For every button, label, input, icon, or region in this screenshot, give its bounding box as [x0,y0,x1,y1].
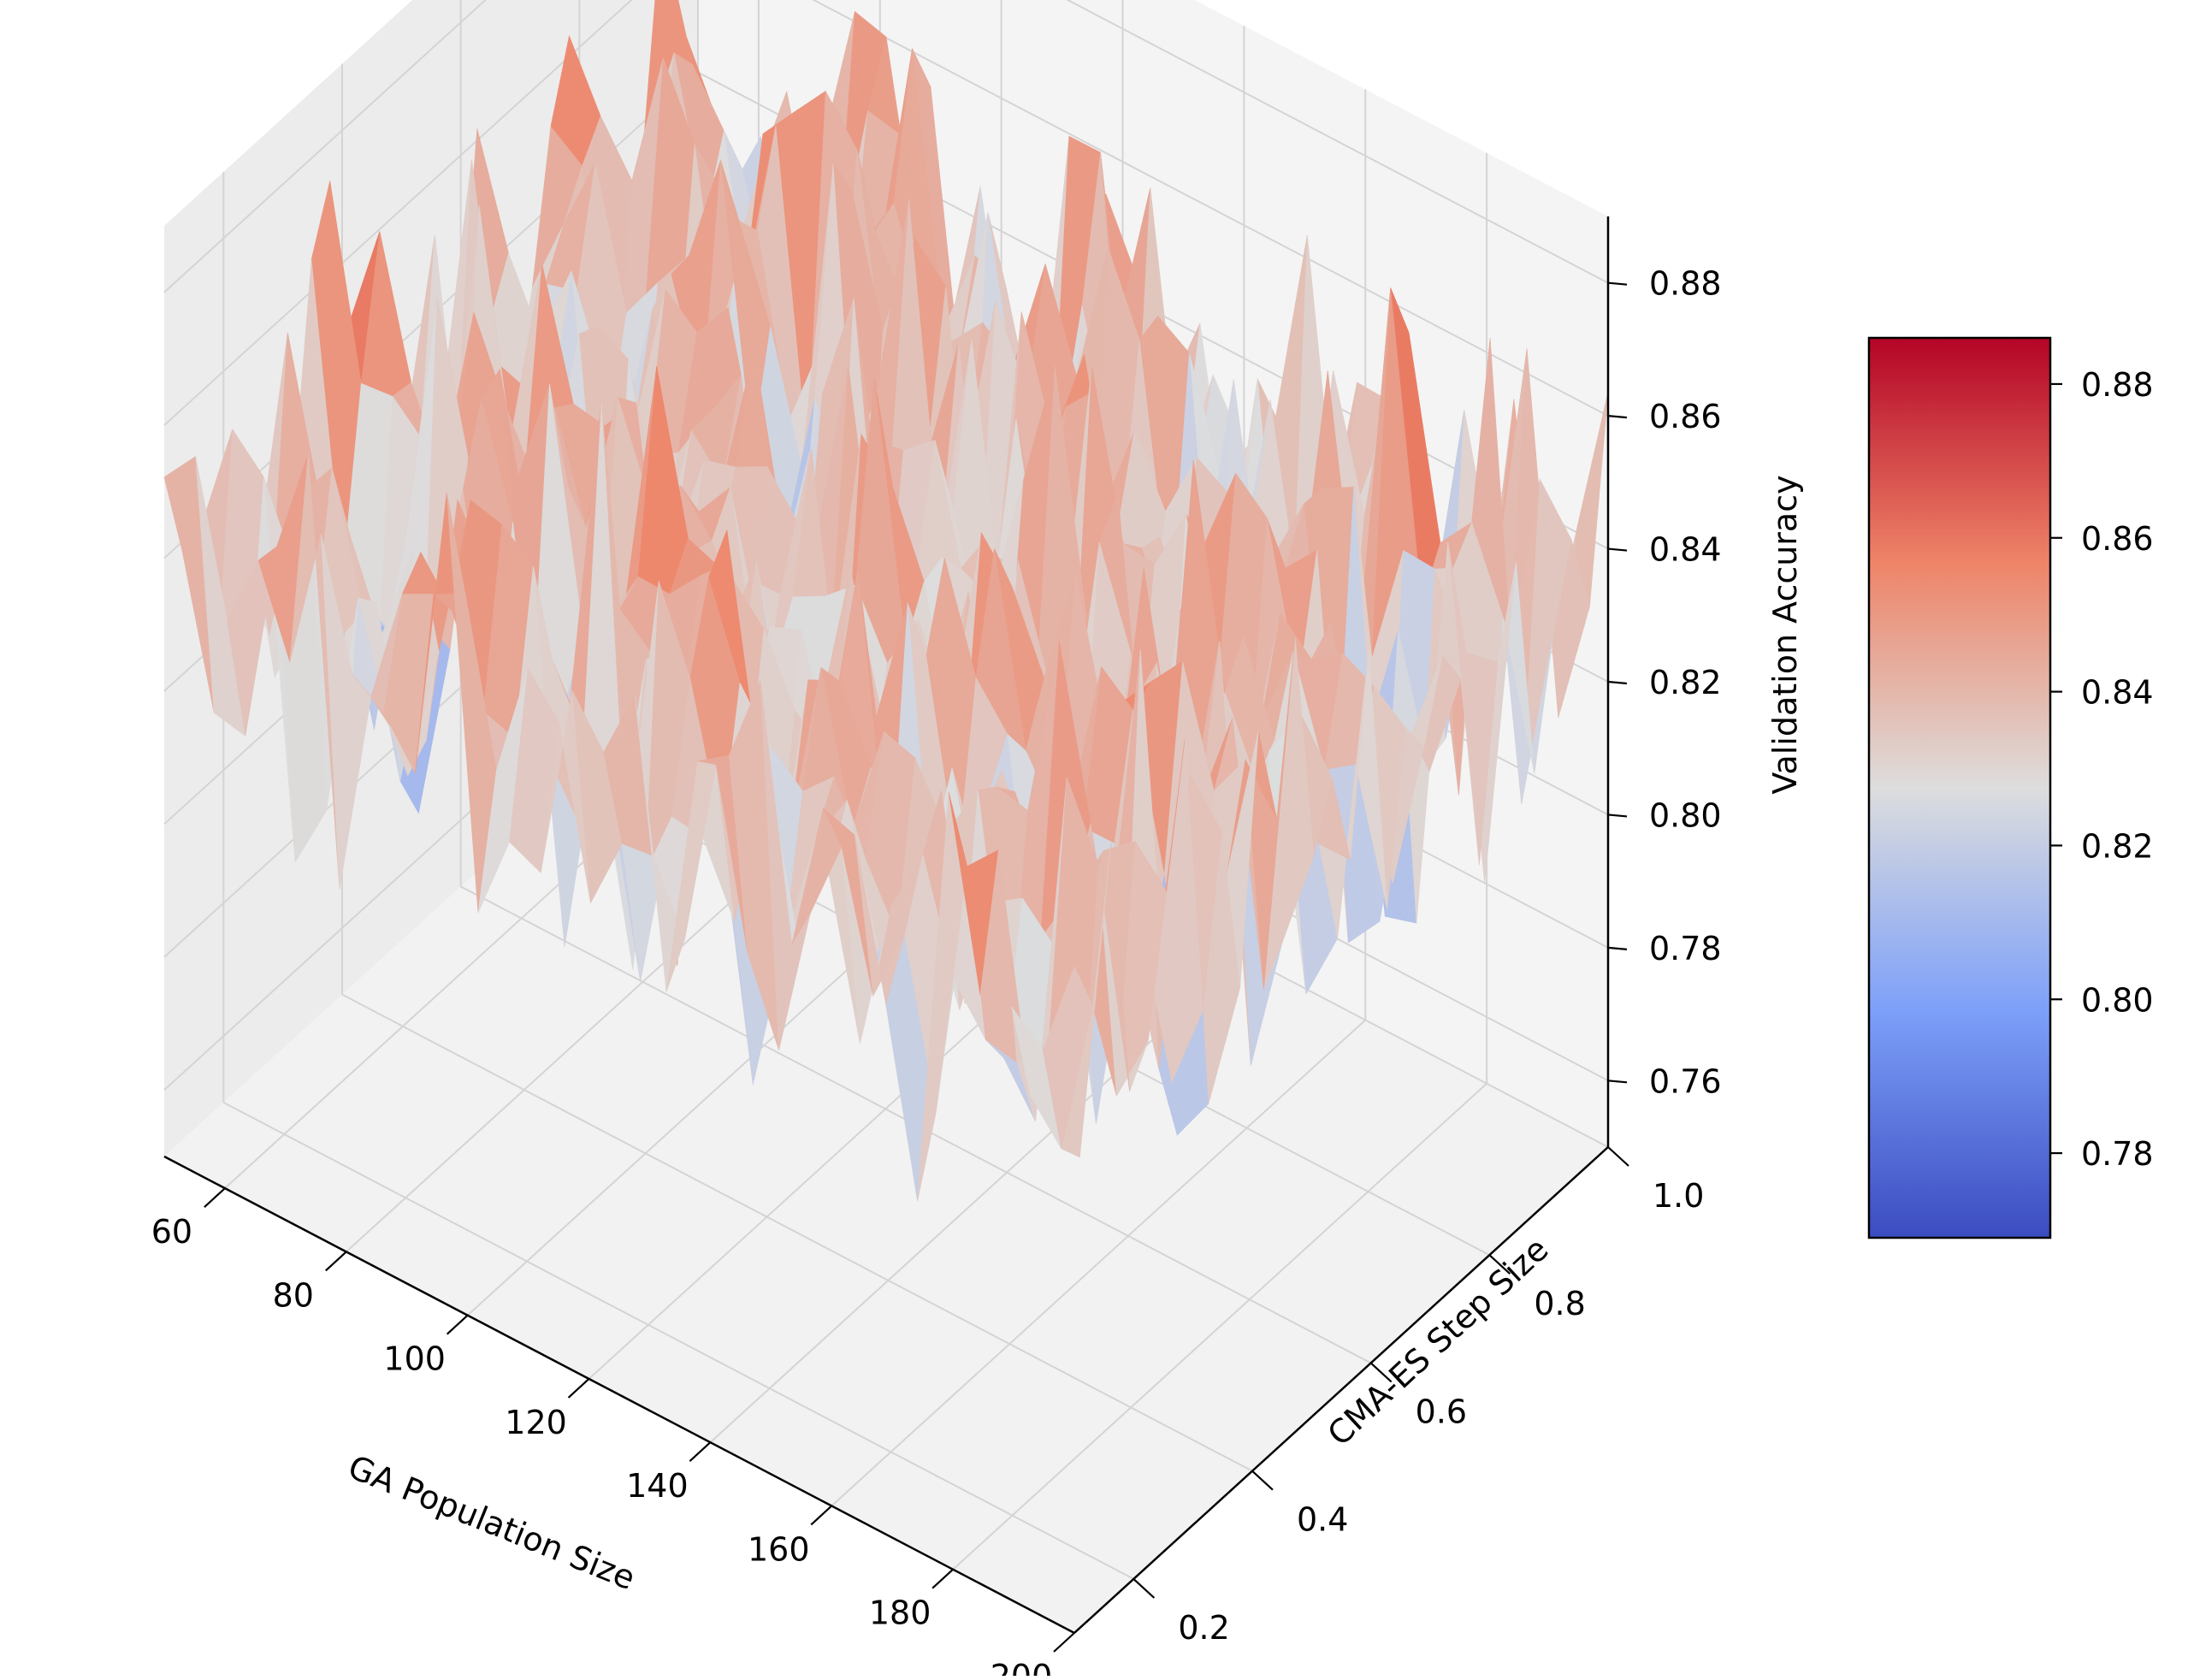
x-tick [446,1314,469,1335]
surface-patch [1042,966,1093,1149]
z-tick [1607,415,1628,419]
axes: 60 80 100 120 140 160 180 200 0.2 0.4 0.6 0.8 1.0 0.7… [151,216,1722,1680]
x-tick-label: 120 [505,1404,567,1441]
z-tick [1607,547,1628,552]
x-tick-label: 100 [383,1340,446,1378]
y-tick-label: 0.4 [1297,1501,1348,1539]
grid-line-z [163,0,487,293]
z-tick [1607,1080,1628,1084]
x-tick-label: 80 [273,1276,314,1314]
x-tick-label: 180 [869,1594,931,1632]
x-tick [810,1505,833,1526]
z-tick-label: 0.78 [1649,930,1722,967]
y-tick [1369,1362,1393,1383]
z-tick-label: 0.80 [1649,796,1722,834]
y-tick-label: 1.0 [1653,1177,1704,1215]
x-tick-label: 160 [748,1530,810,1568]
z-tick [1607,813,1628,818]
x-tick [931,1568,954,1589]
z-tick [1607,680,1628,685]
y-tick-label: 0.2 [1178,1609,1229,1647]
floor-pane [164,671,1608,1633]
y-tick [1488,1254,1511,1275]
x-tick [689,1441,712,1463]
y-tick [1607,1146,1629,1167]
grid-line-z [812,0,1609,417]
x-tick-label: 140 [626,1467,689,1505]
y-tick-label: 0.6 [1416,1393,1467,1430]
grid-line-y [222,1102,1134,1580]
colorbar-tick-label: 0.82 [2081,827,2154,865]
colorbar-gradient [1867,336,2052,1239]
surface-mesh [163,0,1609,1202]
colorbar-tick-label: 0.84 [2081,674,2154,712]
x-tick [325,1251,347,1272]
y-tick-label: 0.8 [1534,1285,1585,1322]
grid-line-z [163,0,633,426]
grid-line-x [952,1082,1487,1571]
z-tick [1607,946,1628,950]
z-tick-label: 0.86 [1649,398,1722,435]
z-tick-label: 0.84 [1649,531,1722,569]
colorbar-tick-label: 0.78 [2081,1135,2154,1173]
x-tick [567,1378,590,1399]
x-tick [204,1187,226,1208]
x-axis-label: GA Population Size [343,1448,641,1598]
colorbar-tick-label: 0.80 [2081,981,2154,1019]
grid-line-z [1066,0,1609,284]
z-tick [1607,281,1628,286]
x-tick [1053,1632,1075,1653]
colorbar: 0.78 0.80 0.82 0.84 0.86 0.88 [1867,336,2154,1239]
grid-line-x [831,1019,1366,1507]
y-axis-line [1073,1146,1609,1634]
grid-line-y [341,993,1253,1472]
z-tick-label: 0.76 [1649,1062,1722,1100]
x-axis-line [163,1155,1075,1635]
z-tick-label: 0.82 [1649,664,1722,701]
colorbar-tick-label: 0.88 [2081,366,2154,404]
y-tick [1132,1578,1156,1599]
x-tick-label: 200 [991,1658,1053,1676]
y-tick [1251,1470,1274,1491]
colorbar-tick-label: 0.86 [2081,520,2154,558]
z-axis-label: Validation Accuracy [1766,475,1804,794]
z-tick-label: 0.88 [1649,265,1722,303]
x-tick-label: 60 [151,1213,192,1251]
